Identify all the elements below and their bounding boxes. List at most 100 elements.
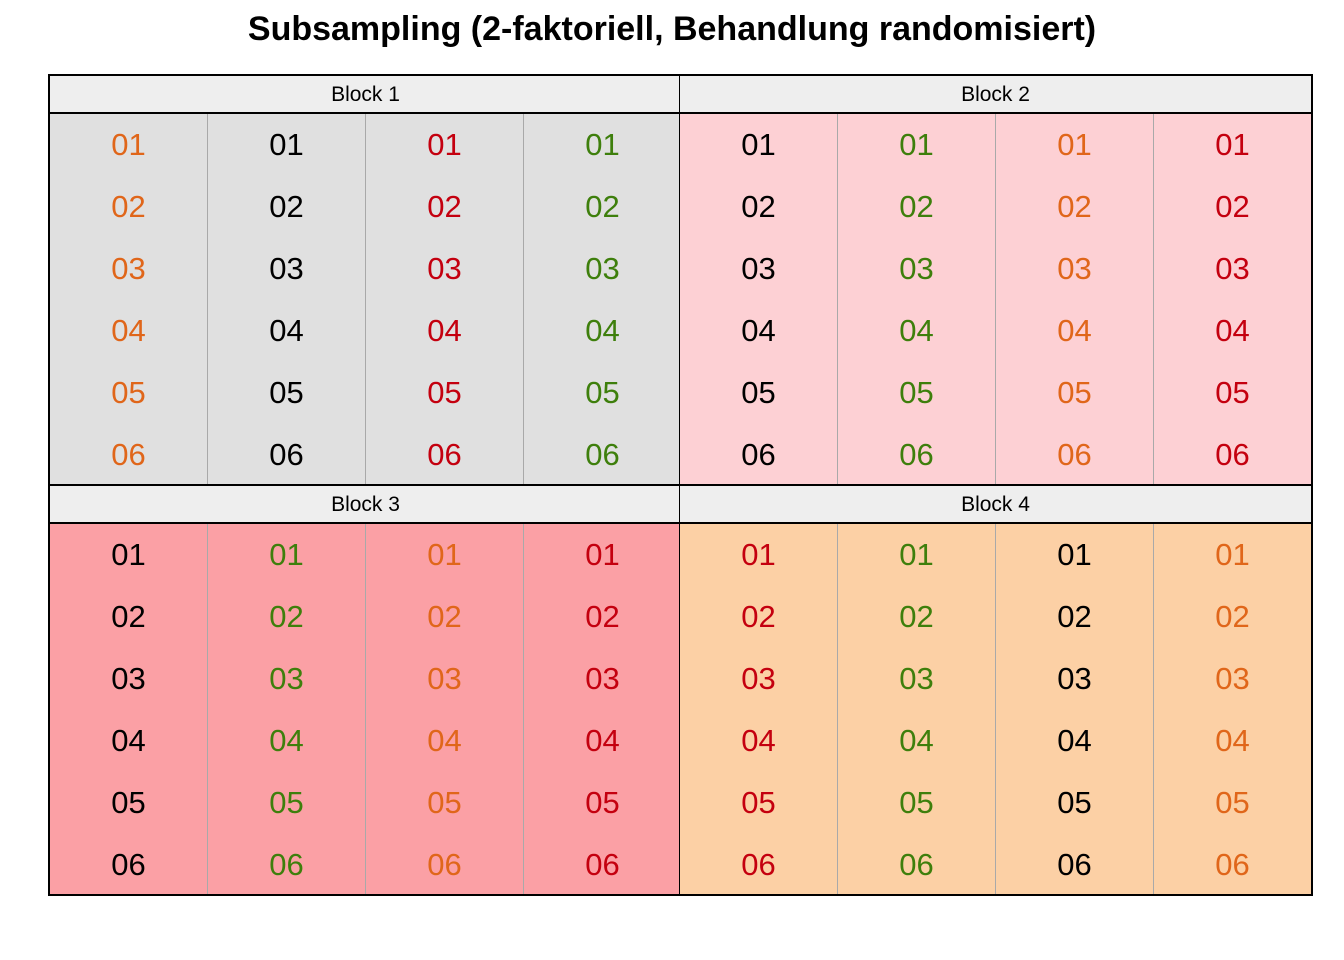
- plot-id-label: 01: [1057, 537, 1092, 572]
- plot-id-label: 06: [585, 437, 620, 472]
- plot-id-label: 05: [899, 375, 934, 410]
- plot-id-label: 01: [899, 127, 934, 162]
- plot-id-label: 04: [899, 723, 934, 758]
- plot-id-label: 02: [111, 189, 146, 224]
- plot-column: 01 02 03 04 05 06: [523, 114, 681, 484]
- plot-id-label: 05: [1057, 375, 1092, 410]
- plot-columns: 01 02 03 04 05 06 01 02 03 04 05 06 01 02 03 04 05 06 01 02…: [50, 114, 681, 484]
- plot-id-label: 05: [899, 785, 934, 820]
- plot-id-label: 05: [1215, 785, 1250, 820]
- plot-id-label: 01: [111, 127, 146, 162]
- plot-id-label: 02: [1057, 599, 1092, 634]
- plot-id-label: 03: [899, 661, 934, 696]
- plot-id-label: 03: [269, 661, 304, 696]
- plot-id-label: 02: [585, 189, 620, 224]
- plot-column: 01 02 03 04 05 06: [50, 114, 207, 484]
- plot-id-label: 06: [899, 437, 934, 472]
- plot-id-label: 02: [427, 189, 462, 224]
- plot-id-label: 05: [427, 785, 462, 820]
- plot-id-label: 04: [741, 723, 776, 758]
- plot-id-label: 03: [585, 661, 620, 696]
- plot-id-label: 02: [111, 599, 146, 634]
- plot-id-label: 01: [111, 537, 146, 572]
- plot-id-label: 02: [899, 599, 934, 634]
- plot-id-label: 03: [741, 661, 776, 696]
- plot-id-label: 03: [899, 251, 934, 286]
- plot-id-label: 03: [111, 661, 146, 696]
- plot-id-label: 05: [269, 785, 304, 820]
- plot-id-label: 06: [1057, 847, 1092, 882]
- plot-id-label: 05: [111, 785, 146, 820]
- plot-id-label: 04: [1057, 723, 1092, 758]
- plot-id-label: 06: [111, 847, 146, 882]
- plot-id-label: 05: [111, 375, 146, 410]
- plot-id-label: 03: [1215, 251, 1250, 286]
- plot-id-label: 02: [741, 599, 776, 634]
- plot-id-label: 03: [1057, 661, 1092, 696]
- plot-id-label: 06: [269, 847, 304, 882]
- plot-columns: 01 02 03 04 05 06 01 02 03 04 05 06 01 02 03 04 05 06 01 02…: [680, 524, 1311, 894]
- plot-id-label: 03: [427, 661, 462, 696]
- block-label: Block 3: [50, 486, 681, 524]
- plot-id-label: 01: [585, 127, 620, 162]
- plot-id-label: 01: [427, 537, 462, 572]
- plot-id-label: 04: [1215, 723, 1250, 758]
- plot-id-label: 01: [1215, 537, 1250, 572]
- plot-id-label: 04: [585, 723, 620, 758]
- plot-id-label: 06: [741, 847, 776, 882]
- plot-id-label: 06: [741, 437, 776, 472]
- plot-id-label: 06: [1215, 847, 1250, 882]
- plot-id-label: 01: [741, 127, 776, 162]
- plot-id-label: 03: [111, 251, 146, 286]
- block-panel-2: Block 2 01 02 03 04 05 06 01 02 03 04 05 06 01 02 03 04…: [679, 74, 1313, 486]
- plot-column: 01 02 03 04 05 06: [680, 524, 837, 894]
- block-panel-1: Block 1 01 02 03 04 05 06 01 02 03 04 05 06 01 02 03 04…: [48, 74, 682, 486]
- plot-id-label: 02: [1057, 189, 1092, 224]
- plot-id-label: 03: [269, 251, 304, 286]
- plot-column: 01 02 03 04 05 06: [523, 524, 681, 894]
- plot-column: 01 02 03 04 05 06: [837, 114, 995, 484]
- plot-id-label: 04: [427, 723, 462, 758]
- plot-id-label: 06: [585, 847, 620, 882]
- diagram-title: Subsampling (2-faktoriell, Behandlung ra…: [247, 10, 1097, 48]
- plot-column: 01 02 03 04 05 06: [1153, 114, 1311, 484]
- plot-id-label: 05: [741, 375, 776, 410]
- plot-id-label: 02: [269, 599, 304, 634]
- plot-column: 01 02 03 04 05 06: [1153, 524, 1311, 894]
- plot-id-label: 03: [741, 251, 776, 286]
- plot-column: 01 02 03 04 05 06: [365, 114, 523, 484]
- plot-id-label: 05: [269, 375, 304, 410]
- plot-id-label: 02: [1215, 599, 1250, 634]
- plot-id-label: 06: [427, 437, 462, 472]
- plot-id-label: 06: [1057, 437, 1092, 472]
- plot-id-label: 03: [427, 251, 462, 286]
- plot-id-label: 01: [269, 537, 304, 572]
- plot-column: 01 02 03 04 05 06: [207, 524, 365, 894]
- plot-id-label: 02: [269, 189, 304, 224]
- plot-id-label: 04: [427, 313, 462, 348]
- plot-id-label: 04: [741, 313, 776, 348]
- plot-id-label: 06: [899, 847, 934, 882]
- plot-id-label: 01: [585, 537, 620, 572]
- plot-column: 01 02 03 04 05 06: [50, 524, 207, 894]
- block-label: Block 4: [680, 486, 1311, 524]
- plot-columns: 01 02 03 04 05 06 01 02 03 04 05 06 01 02 03 04 05 06 01 02…: [680, 114, 1311, 484]
- plot-id-label: 06: [427, 847, 462, 882]
- plot-id-label: 05: [585, 785, 620, 820]
- plot-id-label: 04: [899, 313, 934, 348]
- plot-id-label: 06: [1215, 437, 1250, 472]
- plot-id-label: 01: [1057, 127, 1092, 162]
- block-label: Block 2: [680, 76, 1311, 114]
- plot-id-label: 02: [899, 189, 934, 224]
- plot-column: 01 02 03 04 05 06: [995, 114, 1153, 484]
- plot-column: 01 02 03 04 05 06: [837, 524, 995, 894]
- plot-id-label: 04: [585, 313, 620, 348]
- plot-id-label: 04: [269, 723, 304, 758]
- plot-id-label: 02: [585, 599, 620, 634]
- plot-id-label: 01: [741, 537, 776, 572]
- plot-id-label: 02: [1215, 189, 1250, 224]
- plot-id-label: 02: [427, 599, 462, 634]
- plot-id-label: 03: [1215, 661, 1250, 696]
- plot-id-label: 03: [585, 251, 620, 286]
- plot-id-label: 02: [741, 189, 776, 224]
